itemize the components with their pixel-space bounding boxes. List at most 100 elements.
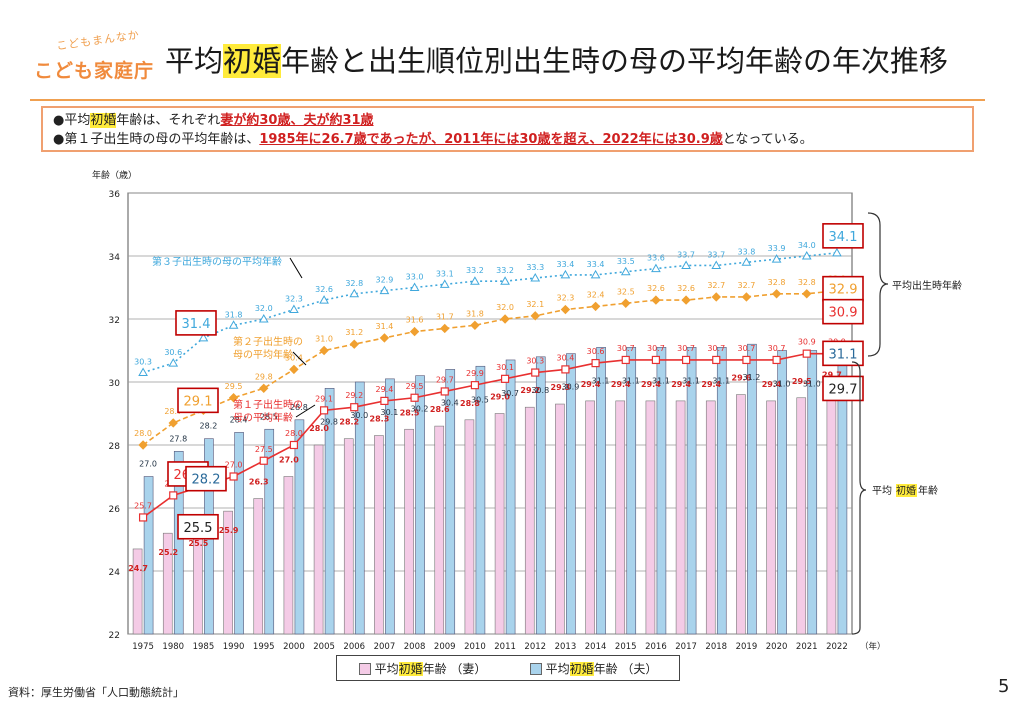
second-child-point <box>530 311 540 321</box>
third-child-data-label: 33.4 <box>557 260 575 269</box>
bar-wife <box>223 510 233 635</box>
page-title: 平均初婚年齢と出生順位別出生時の母の平均年齢の年次推移 <box>165 38 948 80</box>
callout-box <box>175 310 217 336</box>
second-child-data-label: 32.3 <box>557 294 575 303</box>
second-child-data-label: 32.4 <box>587 290 605 299</box>
second-child-point <box>590 301 601 312</box>
third-child-point <box>439 279 450 288</box>
second-child-data-label: 32.8 <box>768 278 786 287</box>
data-label-husband: 31.1 <box>652 376 670 385</box>
data-label-husband: 28.4 <box>230 415 248 424</box>
first-child-point <box>802 349 811 358</box>
bar-husband <box>505 359 516 635</box>
second-child-point <box>168 418 178 428</box>
data-label-husband: 31.0 <box>803 380 821 389</box>
first-child-point <box>712 355 721 365</box>
second-child-data-label: 31.7 <box>436 312 454 321</box>
first-child-point <box>440 387 449 396</box>
third-child-data-label: 33.5 <box>617 257 635 266</box>
third-child-data-label: 34.0 <box>798 241 816 250</box>
bar-wife <box>736 394 746 635</box>
first-child-data-label: 30.1 <box>496 363 514 372</box>
third-child-point <box>620 266 631 276</box>
callout-label: 31.4 <box>182 317 211 332</box>
x-tick-label: 2009 <box>434 642 456 652</box>
legend-wife-post: 年齢 （妻） <box>422 661 487 676</box>
second-child-data-label: 32.8 <box>798 278 816 287</box>
data-label-husband: 27.8 <box>169 434 187 443</box>
second-child-point <box>259 383 269 394</box>
x-tick-label: 1985 <box>193 642 215 652</box>
bar-wife <box>313 444 324 635</box>
third-child-data-label: 31.8 <box>225 310 243 319</box>
bar-husband <box>354 381 365 635</box>
bar-wife <box>464 419 475 635</box>
x-tick-label: 2012 <box>524 642 546 652</box>
third-child-point <box>289 304 299 314</box>
third-child-point <box>590 269 601 279</box>
third-child-data-label: 30.3 <box>134 358 152 367</box>
brace-marriage-age <box>851 361 867 635</box>
data-label-husband: 30.2 <box>411 405 429 414</box>
second-child-data-label: 32.6 <box>677 284 695 293</box>
third-child-data-label: 30.6 <box>164 348 182 357</box>
data-label-husband: 31.1 <box>592 376 610 385</box>
x-tick-label: 2005 <box>313 642 335 652</box>
first-child-point <box>531 368 540 377</box>
data-label-wife: 28.3 <box>370 415 390 424</box>
first-child-point <box>651 355 661 365</box>
third-child-data-label: 32.9 <box>376 276 394 285</box>
second-child-point <box>228 393 239 403</box>
third-child-data-label: 32.6 <box>315 285 333 294</box>
second-child-point <box>621 298 631 308</box>
data-label-husband: 28.8 <box>290 403 308 412</box>
summary-2-post: となっている。 <box>722 132 813 147</box>
second-child-data-label: 31.4 <box>376 322 394 331</box>
first-child-point <box>289 440 299 450</box>
third-child-point <box>470 276 480 285</box>
callout-label: 31.1 <box>829 347 858 362</box>
bar-husband <box>535 356 546 635</box>
bar-husband <box>596 347 606 635</box>
chart-legend: 平均初婚年齢 （妻） 平均初婚年齢 （夫） <box>336 655 680 681</box>
data-label-husband: 28.2 <box>200 422 218 431</box>
y-tick-label: 30 <box>109 379 121 389</box>
bar-husband <box>656 347 667 635</box>
bar-wife <box>132 548 143 635</box>
third-child-point <box>168 358 179 367</box>
data-label-husband: 31.1 <box>682 376 700 385</box>
title-suffix: 年齢と出生順位別出生時の母の平均年齢の年次推移 <box>281 44 949 78</box>
bar-wife <box>615 400 626 635</box>
first-child-line <box>142 352 837 519</box>
first-child-data-label: 30.7 <box>617 344 635 353</box>
third-child-point <box>560 269 571 279</box>
data-label-wife: 29.4 <box>671 380 691 389</box>
data-label-husband: 28.5 <box>260 412 278 421</box>
bar-wife <box>826 391 837 635</box>
bar-wife <box>434 425 445 635</box>
x-tick-label: 2017 <box>675 642 697 652</box>
third-child-annotation: 第３子出生時の母の平均年齢 <box>152 255 282 268</box>
second-child-point <box>500 314 510 324</box>
bar-wife <box>404 428 414 635</box>
data-label-husband: 30.4 <box>441 398 459 407</box>
third-child-data-label: 33.4 <box>587 260 605 269</box>
second-child-point <box>681 295 691 305</box>
x-tick-label: 2007 <box>374 642 396 652</box>
callout-box <box>822 340 864 367</box>
third-child-point <box>801 250 812 260</box>
third-child-data-label: 33.0 <box>406 273 424 282</box>
second-child-point <box>319 345 329 356</box>
first-child-point <box>350 403 359 412</box>
callout-box <box>822 375 864 402</box>
second-child-point <box>289 364 299 375</box>
bar-wife <box>645 400 656 635</box>
y-axis-title: 年齢（歳） <box>92 169 137 181</box>
x-tick-label: 2016 <box>645 642 667 652</box>
callout-box <box>177 387 219 414</box>
bar-wife <box>524 406 535 635</box>
x-tick-label: 1990 <box>223 642 245 652</box>
data-label-wife: 26.3 <box>249 478 269 487</box>
first-child-data-label: 29.7 <box>436 375 454 384</box>
source-note: 資料：厚生労働省「人口動態統計」 <box>8 686 184 699</box>
